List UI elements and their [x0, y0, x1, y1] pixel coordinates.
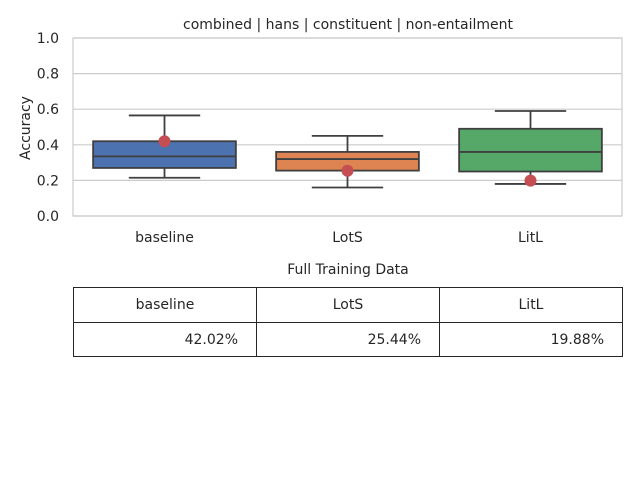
table-header-row: baseline LotS LitL — [73, 287, 623, 323]
table-cell-litl: 19.88% — [439, 322, 623, 357]
y-tick-label: 0.6 — [37, 102, 59, 118]
x-tick-labels: baseline LotS LitL — [135, 230, 543, 246]
accuracy-points — [158, 135, 537, 187]
table-header-lots: LotS — [256, 287, 440, 323]
grid-lines — [73, 37, 622, 217]
accuracy-point-litl — [524, 174, 537, 187]
table-cell-baseline: 42.02% — [73, 322, 257, 357]
accuracy-point-lots — [341, 164, 354, 177]
y-axis-label: Accuracy — [18, 96, 34, 160]
box-lots — [275, 134, 420, 189]
y-tick-label: 0.0 — [37, 209, 59, 225]
box-litl — [458, 110, 603, 185]
table-header-baseline: baseline — [73, 287, 257, 323]
y-tick-label: 1.0 — [37, 31, 59, 47]
y-tick-label: 0.2 — [37, 173, 59, 189]
box-plot-chart: combined | hans | constituent | non-enta… — [18, 17, 623, 278]
plot-frame — [72, 37, 623, 217]
accuracy-point-baseline — [158, 135, 171, 148]
results-table-wrapper: baseline LotS LitL 42.02% 25.44% 19.88% — [73, 287, 623, 357]
table-title: Full Training Data — [287, 262, 409, 278]
x-tick-label: LitL — [518, 230, 543, 246]
x-tick-label: LotS — [332, 230, 363, 246]
results-table: baseline LotS LitL 42.02% 25.44% 19.88% — [73, 287, 623, 357]
table-cell-lots: 25.44% — [256, 322, 440, 357]
table-header-litl: LitL — [439, 287, 623, 323]
y-tick-labels: 0.0 0.2 0.4 0.6 0.8 1.0 — [37, 31, 59, 225]
x-tick-label: baseline — [135, 230, 194, 246]
y-tick-label: 0.4 — [37, 138, 59, 154]
table-row: 42.02% 25.44% 19.88% — [73, 322, 623, 357]
y-tick-label: 0.8 — [37, 67, 59, 83]
box-iqr — [458, 127, 603, 173]
chart-title: combined | hans | constituent | non-enta… — [183, 17, 513, 33]
